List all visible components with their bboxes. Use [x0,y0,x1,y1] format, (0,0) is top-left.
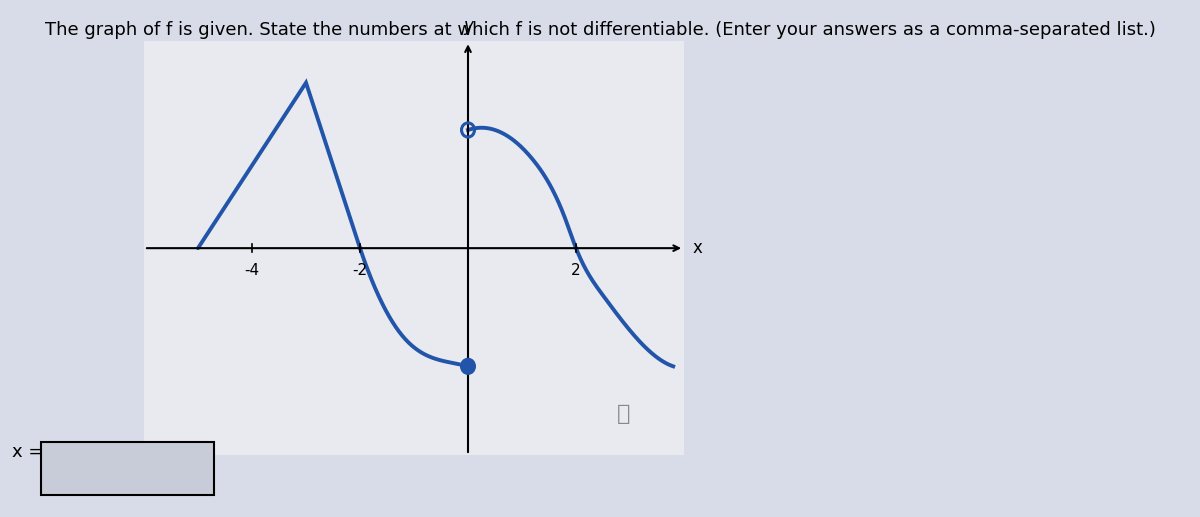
Text: y: y [463,18,473,36]
Text: -2: -2 [353,263,367,278]
FancyBboxPatch shape [41,442,214,495]
Text: 2: 2 [571,263,581,278]
Text: The graph of f is given. State the numbers at which f is not differentiable. (En: The graph of f is given. State the numbe… [44,21,1156,39]
Circle shape [462,359,474,373]
Text: x =: x = [12,443,43,461]
Text: ⓘ: ⓘ [617,404,631,423]
Text: -4: -4 [245,263,259,278]
Text: x: x [692,239,702,257]
